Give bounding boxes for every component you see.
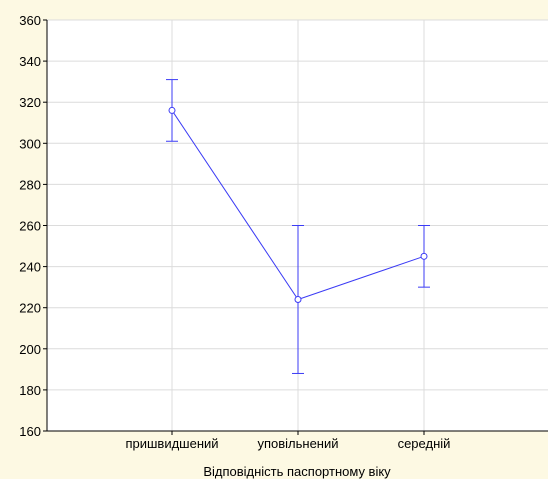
y-tick-label: 160: [19, 424, 41, 439]
series: [168, 106, 428, 303]
x-axis-ticks: пришвидшений уповільнений середній: [125, 431, 450, 451]
y-tick-label: 200: [19, 342, 41, 357]
y-tick-label: 320: [19, 95, 41, 110]
y-tick-label: 180: [19, 383, 41, 398]
x-tick-label: уповільнений: [257, 436, 338, 451]
y-tick-label: 360: [19, 13, 41, 28]
y-tick-label: 340: [19, 54, 41, 69]
data-point: [168, 106, 176, 114]
y-tick-label: 220: [19, 301, 41, 316]
data-point: [294, 295, 302, 303]
y-tick-label: 280: [19, 177, 41, 192]
x-tick-label: пришвидшений: [125, 436, 218, 451]
data-point: [420, 252, 428, 260]
y-axis-ticks: 160 180 200 220 240 260 280 300 320 340 360: [19, 13, 47, 439]
y-tick-label: 260: [19, 219, 41, 234]
y-tick-label: 240: [19, 260, 41, 275]
x-axis-title: Відповідність паспортному віку: [203, 464, 391, 479]
y-tick-label: 300: [19, 136, 41, 151]
x-tick-label: середній: [398, 436, 451, 451]
